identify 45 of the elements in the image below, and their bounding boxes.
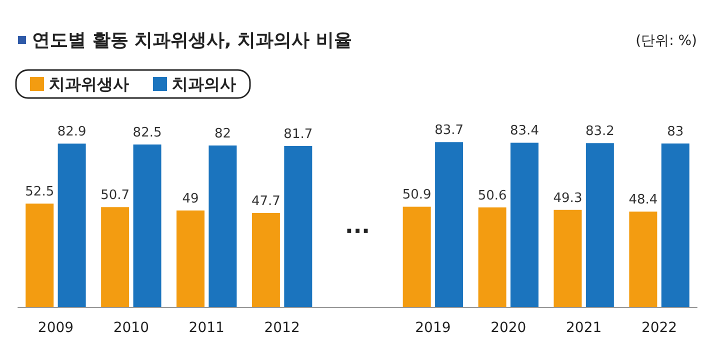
bar (586, 143, 614, 307)
bar (133, 144, 162, 307)
annotation: ··· (344, 220, 370, 244)
bar (402, 206, 431, 307)
bar (510, 142, 538, 307)
data-label: 82 (214, 126, 231, 142)
x-tick-label: 2021 (566, 320, 602, 336)
data-label: 50.6 (478, 188, 507, 204)
x-tick-label: 2019 (415, 320, 451, 336)
data-label: 81.7 (284, 127, 313, 142)
text: (단위: %) (636, 33, 698, 49)
bar (101, 207, 130, 307)
bar (629, 212, 658, 307)
data-label: 82.9 (57, 124, 86, 140)
data-label: 83.2 (585, 124, 614, 140)
data-label: 83.7 (434, 123, 464, 138)
data-label: 82.5 (132, 125, 162, 140)
data-label: 83.4 (510, 124, 539, 139)
x-tick-label: 2010 (113, 320, 149, 336)
x-tick-label: 2009 (38, 320, 74, 336)
bar (435, 142, 464, 307)
data-label: 48.4 (628, 192, 658, 208)
data-label: 83 (667, 124, 684, 140)
data-label: 49 (182, 191, 199, 206)
data-label: 50.9 (402, 188, 432, 203)
x-tick-label: 2022 (641, 320, 678, 336)
bar (661, 143, 690, 307)
bar (284, 146, 312, 307)
data-label: 49.3 (553, 190, 582, 206)
data-label: 52.5 (25, 184, 54, 200)
data-label: 47.7 (251, 194, 280, 210)
bar (554, 210, 582, 307)
data-label: 50.7 (100, 188, 130, 204)
legend-label: 치과의사 (172, 74, 236, 94)
x-tick-label: 2020 (490, 320, 526, 336)
chart-title: 연도별 활동 치과위생사, 치과의사 비율 (32, 29, 352, 52)
legend-label: 치과위생사 (49, 74, 129, 94)
bar (58, 144, 86, 307)
x-tick-label: 2011 (188, 320, 224, 336)
bar (252, 213, 280, 307)
bar (208, 145, 237, 307)
bar (176, 210, 205, 307)
bar (26, 204, 54, 307)
x-tick-label: 2012 (264, 320, 300, 336)
bar (478, 207, 506, 307)
